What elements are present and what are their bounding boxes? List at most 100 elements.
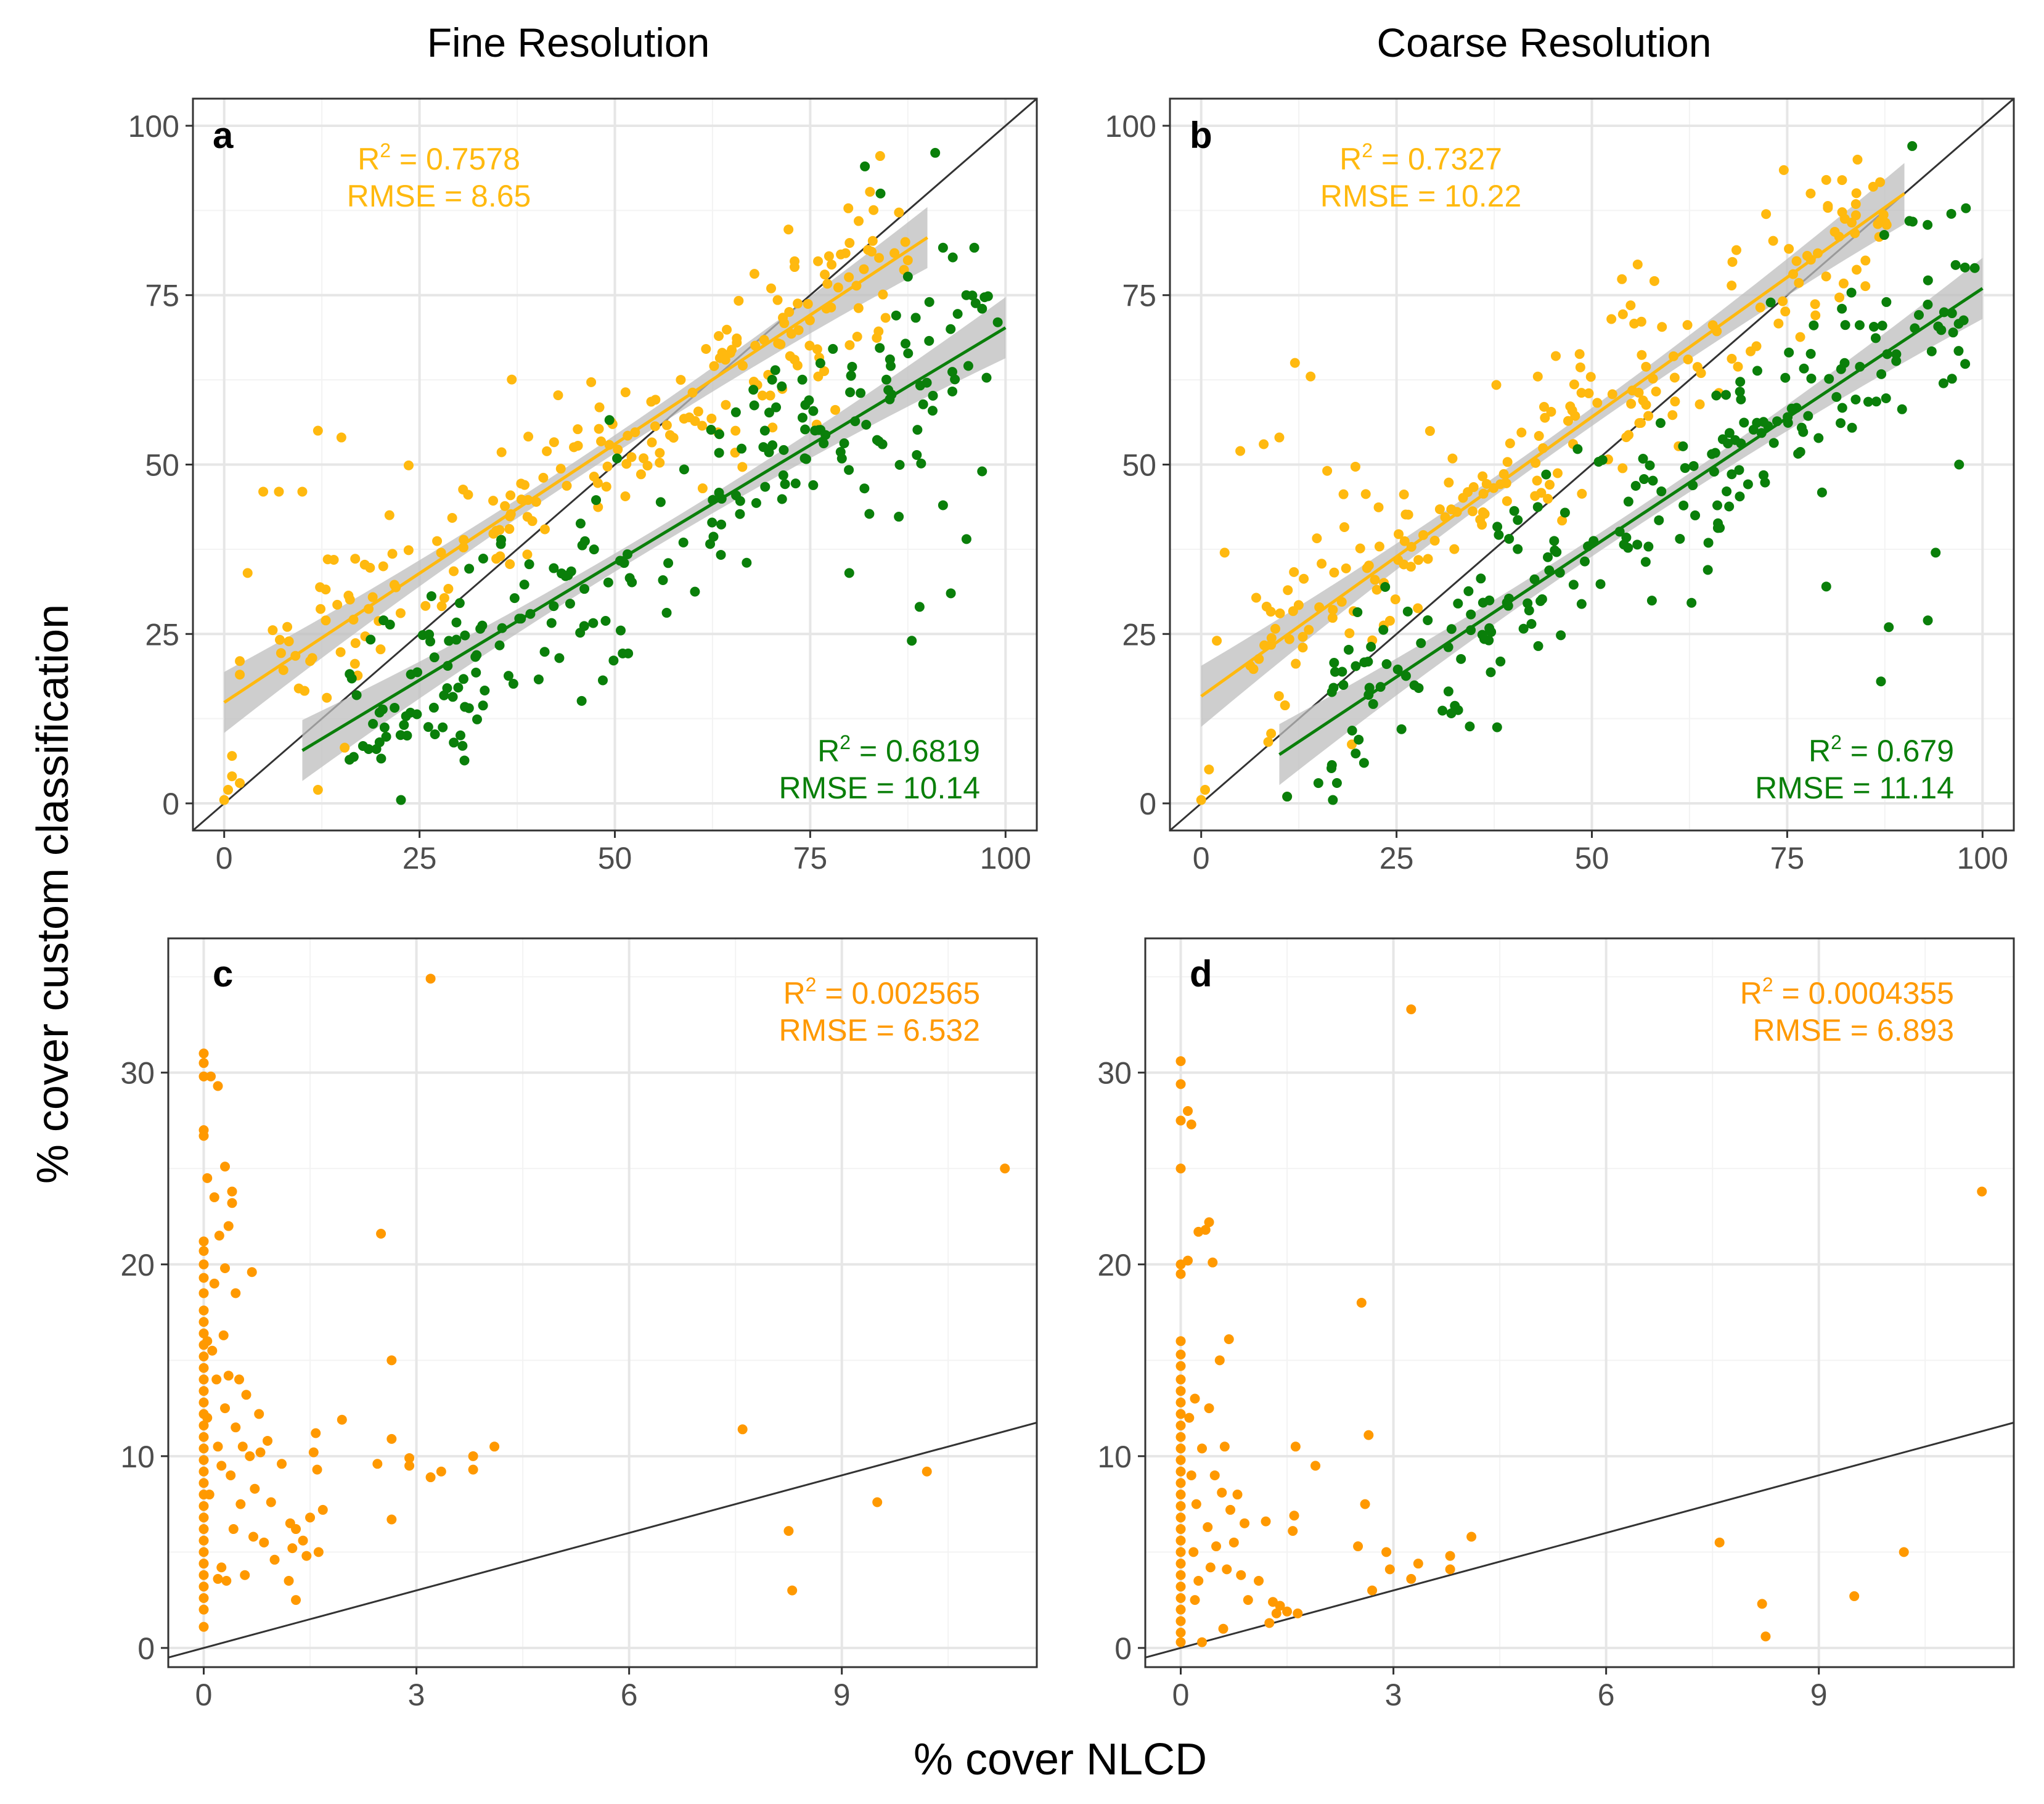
data-point-green (1813, 433, 1824, 443)
data-point-orange (317, 1504, 328, 1515)
data-point-green (371, 744, 382, 755)
x-tick-label: 100 (980, 841, 1031, 875)
data-point-yellow (813, 371, 824, 382)
data-point-green (808, 480, 819, 490)
data-point-orange (220, 1263, 231, 1274)
data-point-yellow (387, 549, 398, 559)
data-point-green (981, 372, 992, 383)
data-point-green (1710, 448, 1720, 458)
data-point-green (565, 599, 575, 609)
data-point-green (1351, 661, 1361, 671)
data-point-yellow (602, 461, 613, 472)
data-point-orange (787, 1585, 798, 1596)
identity-line (168, 1421, 1037, 1659)
data-point-yellow (706, 413, 717, 424)
data-point-green (970, 298, 981, 308)
data-point-yellow (1565, 401, 1576, 412)
x-tick-label: 75 (1770, 841, 1805, 875)
data-point-green (815, 358, 825, 369)
data-point-yellow (321, 584, 331, 595)
data-point-green (875, 343, 885, 353)
data-point-green (1703, 538, 1714, 548)
data-point-yellow (620, 387, 631, 398)
data-point-yellow (1837, 175, 1847, 186)
data-point-green (1529, 574, 1540, 584)
data-point-orange (198, 1547, 209, 1557)
data-point-orange (1209, 1470, 1220, 1480)
data-point-green (1518, 623, 1529, 634)
data-point-orange (198, 1432, 209, 1442)
data-point-orange (1175, 1628, 1186, 1638)
data-point-orange (1175, 1361, 1186, 1371)
data-point-yellow (1545, 480, 1555, 490)
data-point-yellow (520, 480, 530, 490)
data-point-green (1798, 427, 1809, 437)
data-point-green (1686, 597, 1697, 608)
data-point-yellow (1576, 388, 1587, 398)
data-point-green (1537, 594, 1547, 604)
data-point-green (1378, 625, 1389, 635)
data-point-yellow (516, 494, 526, 505)
fit-line-yellow (223, 236, 928, 704)
data-point-yellow (822, 279, 833, 289)
y-tick-label: 30 (120, 1056, 155, 1091)
data-point-yellow (1298, 631, 1308, 642)
data-point-green (1494, 530, 1504, 540)
data-point-yellow (792, 360, 803, 371)
data-point-green (1712, 500, 1722, 510)
data-point-green (430, 729, 440, 740)
data-point-green (455, 730, 465, 740)
data-point-orange (220, 1403, 231, 1414)
data-point-green (364, 744, 374, 754)
data-point-green (771, 402, 782, 412)
data-point-green (947, 386, 958, 396)
data-point-orange (1413, 1559, 1423, 1569)
data-point-orange (425, 974, 436, 984)
data-point-orange (313, 1547, 324, 1557)
data-point-green (679, 464, 689, 475)
data-point-yellow (1784, 244, 1794, 254)
data-point-orange (198, 1363, 209, 1373)
data-point-yellow (844, 340, 855, 350)
data-point-yellow (1444, 477, 1454, 488)
data-point-orange (209, 1278, 219, 1289)
data-point-yellow (1670, 396, 1680, 407)
data-point-green (1711, 390, 1722, 401)
data-point-yellow (1275, 608, 1285, 618)
data-point-orange (1218, 1623, 1228, 1634)
data-point-yellow (227, 771, 237, 782)
data-point-green (1840, 320, 1850, 330)
data-point-orange (1184, 1412, 1195, 1423)
data-point-orange (1367, 1585, 1378, 1596)
data-point-yellow (1873, 219, 1883, 229)
data-point-orange (198, 1246, 209, 1257)
data-point-yellow (1569, 379, 1579, 390)
data-point-green (1466, 609, 1476, 620)
data-point-yellow (1362, 563, 1372, 573)
data-point-yellow (1219, 547, 1230, 558)
data-point-yellow (488, 496, 499, 506)
data-point-green (459, 755, 470, 766)
data-point-green (1948, 327, 1958, 338)
data-point-green (707, 517, 717, 528)
data-point-yellow (1291, 658, 1301, 669)
data-point-yellow (322, 692, 332, 703)
data-point-yellow (1413, 603, 1423, 613)
data-point-yellow (1339, 522, 1349, 533)
data-point-yellow (1643, 411, 1654, 421)
data-point-green (1364, 683, 1375, 693)
data-point-green (1923, 299, 1933, 310)
data-point-yellow (1837, 207, 1847, 218)
data-point-orange (1186, 1119, 1196, 1130)
data-point-yellow (1694, 399, 1705, 409)
data-point-green (519, 580, 529, 590)
data-point-orange (1363, 1430, 1374, 1440)
data-point-yellow (1641, 361, 1651, 372)
data-point-yellow (1778, 165, 1789, 175)
data-point-orange (468, 1464, 478, 1475)
x-tick-label: 50 (598, 841, 632, 875)
data-point-orange (1175, 1570, 1186, 1580)
data-point-orange (1356, 1298, 1367, 1308)
